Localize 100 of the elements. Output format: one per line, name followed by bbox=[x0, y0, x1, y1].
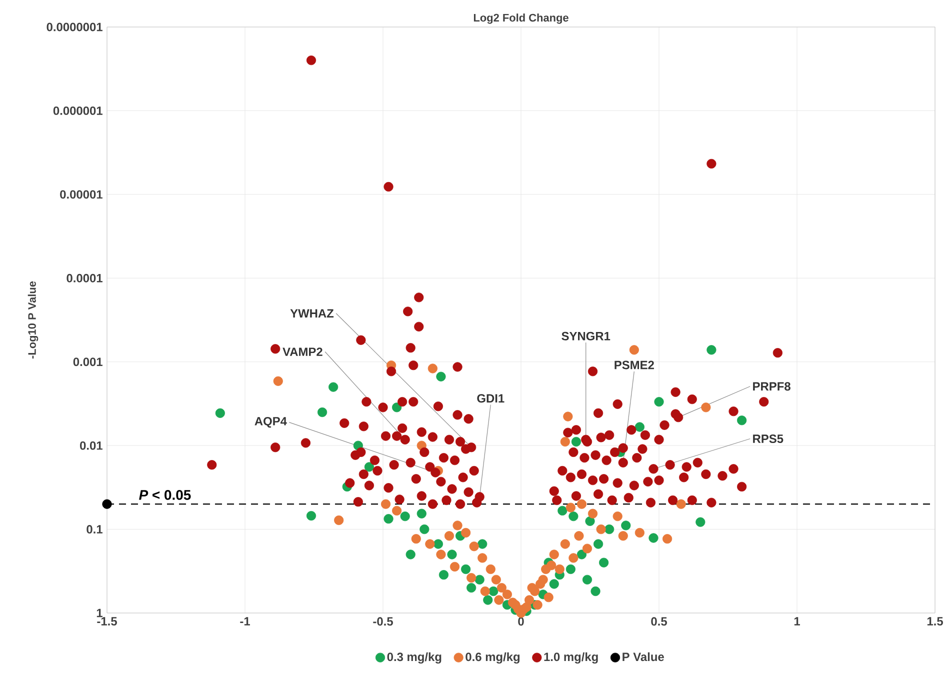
point bbox=[466, 582, 476, 593]
point bbox=[546, 560, 556, 570]
point bbox=[648, 533, 658, 543]
point bbox=[466, 573, 476, 583]
x-tick-label: 1 bbox=[794, 617, 800, 626]
point bbox=[510, 600, 520, 610]
point bbox=[599, 558, 609, 568]
point bbox=[527, 582, 537, 593]
point bbox=[588, 508, 598, 518]
point bbox=[706, 345, 716, 355]
point bbox=[102, 499, 112, 509]
annotation: VAMP2 bbox=[282, 348, 322, 356]
y-tick-label: 0.1 bbox=[86, 525, 102, 534]
point bbox=[524, 595, 534, 605]
point bbox=[554, 564, 564, 574]
annotation: PSME2 bbox=[614, 360, 654, 370]
point bbox=[701, 402, 711, 412]
point bbox=[450, 562, 460, 572]
point bbox=[563, 412, 573, 422]
point bbox=[737, 416, 747, 426]
point bbox=[306, 510, 316, 521]
point bbox=[400, 512, 410, 522]
point bbox=[433, 539, 444, 549]
point bbox=[428, 364, 438, 374]
point bbox=[576, 499, 587, 509]
point bbox=[502, 590, 512, 600]
point bbox=[549, 550, 559, 560]
point bbox=[452, 520, 462, 530]
point bbox=[491, 574, 501, 584]
x-tick-label: 1.5 bbox=[927, 617, 943, 626]
point bbox=[621, 520, 631, 530]
y-tick-label: 0.00001 bbox=[60, 190, 102, 199]
point bbox=[447, 550, 457, 560]
point bbox=[425, 539, 435, 549]
x-axis-title: Log2 Fold Change bbox=[474, 14, 568, 24]
y-tick-label: 1 bbox=[96, 608, 102, 618]
y-axis-title: -Log10 P Value bbox=[28, 281, 38, 359]
point bbox=[364, 462, 374, 472]
legend-label: 0.3 mg/kg bbox=[387, 652, 442, 664]
y-tick-label: 0.01 bbox=[80, 441, 102, 450]
point bbox=[334, 515, 344, 526]
point bbox=[532, 600, 542, 610]
point bbox=[478, 553, 488, 563]
point bbox=[488, 586, 498, 596]
x-tick-label: 0 bbox=[518, 617, 524, 626]
legend-label: 1.0 mg/kg bbox=[544, 652, 598, 664]
point bbox=[558, 506, 568, 516]
point bbox=[444, 531, 454, 541]
point bbox=[596, 524, 606, 534]
point bbox=[538, 574, 548, 584]
point bbox=[544, 592, 554, 602]
point bbox=[522, 602, 532, 612]
point bbox=[566, 564, 576, 574]
point bbox=[436, 372, 446, 382]
y-tick-label: 0.000001 bbox=[53, 106, 102, 115]
point bbox=[392, 402, 402, 412]
annotation: PRPF8 bbox=[753, 382, 790, 391]
point bbox=[384, 514, 394, 524]
point bbox=[590, 586, 600, 596]
point bbox=[478, 539, 488, 549]
point bbox=[215, 408, 225, 418]
point bbox=[568, 512, 578, 522]
x-tick-label: -1 bbox=[240, 617, 250, 626]
point bbox=[618, 531, 628, 541]
point bbox=[474, 574, 484, 584]
point bbox=[436, 550, 446, 560]
point bbox=[560, 539, 570, 549]
point bbox=[593, 539, 604, 549]
annotation: GDI1 bbox=[477, 394, 504, 403]
point bbox=[576, 550, 587, 560]
point bbox=[604, 524, 614, 534]
point bbox=[571, 436, 582, 447]
x-tick-label: -0.5 bbox=[373, 617, 393, 626]
point bbox=[496, 582, 506, 593]
point bbox=[438, 570, 449, 580]
ref-line-label: P < 0.05 bbox=[139, 490, 191, 500]
point bbox=[582, 574, 592, 584]
point bbox=[273, 376, 283, 386]
annotation: RPS5 bbox=[753, 434, 784, 443]
point bbox=[566, 502, 576, 512]
point bbox=[483, 595, 493, 605]
point bbox=[461, 564, 471, 574]
point bbox=[676, 499, 686, 509]
point bbox=[416, 508, 426, 518]
annotation: SYNGR1 bbox=[562, 332, 610, 340]
point bbox=[585, 516, 595, 526]
point bbox=[549, 579, 559, 589]
point bbox=[406, 550, 416, 560]
x-tick-label: -1.5 bbox=[97, 617, 117, 626]
point bbox=[469, 542, 479, 552]
point bbox=[662, 534, 672, 544]
point bbox=[560, 436, 570, 447]
point bbox=[392, 506, 402, 516]
point bbox=[328, 382, 338, 392]
y-tick-label: 0.0001 bbox=[66, 274, 102, 282]
legend-label: P Value bbox=[622, 652, 664, 662]
point bbox=[461, 528, 471, 538]
point bbox=[411, 534, 421, 544]
point bbox=[420, 524, 430, 534]
annotation: YWHAZ bbox=[290, 309, 334, 318]
